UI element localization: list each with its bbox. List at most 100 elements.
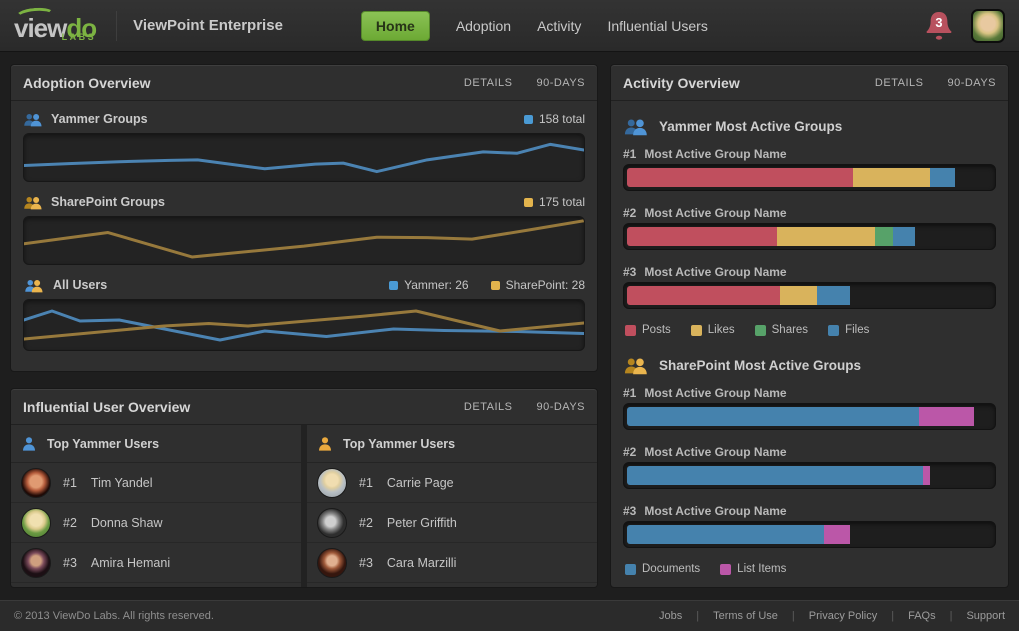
yammer-most-active-title: Yammer Most Active Groups [623,109,996,143]
user-row-tim-yandel[interactable]: #1 Tim Yandel [11,463,301,503]
bar-rank: #2 [623,444,637,459]
avatar [317,507,347,538]
nav-item-influential-users[interactable]: Influential Users [607,17,708,34]
nav-item-home[interactable]: Home [360,10,430,41]
legend-swatch-gold [523,197,533,207]
legend-swatch [828,324,840,336]
footer-link-faqs[interactable]: FAQs [908,610,936,622]
footer-link-support[interactable]: Support [966,610,1005,622]
range-90days-link[interactable]: 90-DAYS [536,400,585,413]
legend-swatch [690,324,702,336]
column-title: Top Yammer Users [47,436,160,451]
section-title-text: SharePoint Most Active Groups [659,357,862,373]
logo-part1: view [14,12,67,43]
legend-item-posts: Posts [625,324,671,336]
legend-item-sharepoint: SharePoint: 28 [490,278,585,292]
legend-label: Documents [642,563,701,575]
sharepoint-group-icon [624,357,647,374]
user-name: Tim Yandel [90,475,153,490]
details-link[interactable]: DETAILS [463,76,513,89]
trend-line [24,144,584,171]
legend-item-likes: Likes [690,324,735,336]
footer-separator: | [696,610,700,622]
bar-legend: Documents List Items [623,559,996,585]
legend-item: 175 total [523,195,585,209]
bar-segment-posts [627,286,781,305]
bar-segment-likes [776,227,876,246]
sharepoint-most-active-title: SharePoint Most Active Groups [623,348,996,382]
range-90days-link[interactable]: 90-DAYS [536,76,585,89]
notifications-count-badge: 3 [935,15,942,30]
bar-label: #3 Most Active Group Name [623,261,996,282]
legend-label: SharePoint: 28 [505,278,585,292]
footer-link-jobs[interactable]: Jobs [659,610,683,622]
metric-label: All Users [53,278,108,292]
column-header: Top Yammer Users [11,425,301,463]
bar-group-name: Most Active Group Name [644,205,787,220]
bar-group-name: Most Active Group Name [644,503,787,518]
legend-swatch [625,324,636,336]
bar-track [623,282,996,309]
nav-item-activity[interactable]: Activity [537,17,582,34]
top-nav-bar: viewdo LABS ViewPoint Enterprise Home Ad… [0,0,1019,52]
bar-segment-documents [627,407,919,426]
bar-label: #1 Most Active Group Name [623,143,996,164]
bar-segment-files [816,286,850,305]
footer-link-terms[interactable]: Terms of Use [713,610,778,622]
adoption-overview-panel: Adoption Overview DETAILS 90-DAYS Yammer… [10,64,598,372]
bar-track [623,403,996,430]
avatar [21,467,51,498]
bar-segment-files [929,168,956,187]
top-users-column-right: Top Yammer Users #1 Carrie Page #2 Peter… [307,425,597,587]
panel-title: Activity Overview [623,74,740,91]
details-link[interactable]: DETAILS [463,400,513,413]
avatar [21,507,51,538]
viewdo-logo[interactable]: viewdo LABS [14,5,97,43]
yammer-groups-line-chart [23,133,585,182]
footer-separator: | [891,610,895,622]
bar-segment-documents [627,525,825,544]
legend-label: 158 total [538,112,585,126]
legend-swatch [625,563,636,575]
bar-track [623,164,996,191]
legend-label: Likes [707,324,735,336]
yammer-groups-icon [24,113,42,126]
trend-line [24,311,584,339]
bar-segment-documents [627,466,923,485]
user-row-amira-hemani[interactable]: #3 Amira Hemani [11,543,301,583]
person-icon-blue [23,436,35,451]
user-name: Donna Shaw [90,515,163,530]
user-row-donna-shaw[interactable]: #2 Donna Shaw [11,503,301,543]
bar-track [623,521,996,548]
influential-user-overview-panel: Influential User Overview DETAILS 90-DAY… [10,388,598,588]
user-row-cara-marzilli[interactable]: #3 Cara Marzilli [307,543,597,583]
active-group-bar: #3 Most Active Group Name [623,261,996,309]
range-90days-link[interactable]: 90-DAYS [947,76,996,89]
sharepoint-groups-line-chart [23,216,585,265]
active-group-bar: #3 Most Active Group Name [623,500,996,548]
sharepoint-groups-row: SharePoint Groups 175 total [23,188,585,216]
user-row-peter-griffith[interactable]: #2 Peter Griffith [307,503,597,543]
bar-segment-list_items [824,525,850,544]
footer-link-privacy[interactable]: Privacy Policy [808,610,878,622]
copyright-text: © 2013 ViewDo Labs. All rights reserved. [14,610,214,622]
notifications-bell-icon[interactable]: 3 [925,10,953,42]
sharepoint-most-active-bars: #1 Most Active Group Name #2 Most Active Gr… [623,382,996,585]
main-nav: Home Adoption Activity Influential Users [360,10,708,41]
bar-rank: #1 [623,385,637,400]
legend-label: Files [845,324,870,336]
bar-label: #1 Most Active Group Name [623,382,996,403]
nav-item-adoption[interactable]: Adoption [455,17,512,34]
logo-labs-label: LABS [61,31,97,42]
user-rank: #3 [63,555,77,570]
bar-rank: #2 [623,205,637,220]
details-link[interactable]: DETAILS [874,76,924,89]
user-avatar[interactable] [971,8,1005,43]
bar-label: #3 Most Active Group Name [623,500,996,521]
footer: © 2013 ViewDo Labs. All rights reserved.… [0,600,1019,631]
footer-separator: | [949,610,953,622]
user-row-carrie-page[interactable]: #1 Carrie Page [307,463,597,503]
user-name: Amira Hemani [90,555,171,570]
all-users-icon [25,279,43,292]
user-rank: #1 [63,475,77,490]
